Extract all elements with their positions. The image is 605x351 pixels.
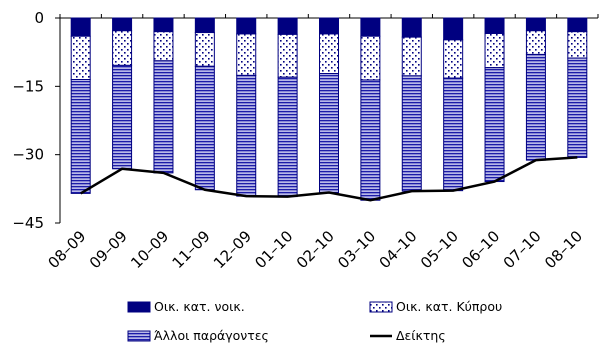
series-line-deiktis	[80, 156, 578, 202]
bar-alloi-paragontes	[319, 73, 339, 193]
bar-alloi-paragontes	[277, 76, 298, 198]
bar-oik-kat-kyprou	[525, 30, 546, 55]
legend-swatch	[127, 301, 151, 313]
x-tick-label: 05–10	[417, 227, 462, 272]
bar-alloi-paragontes	[443, 77, 464, 192]
bar-oik-kat-kyprou	[567, 31, 588, 59]
legend-label: Οικ. κατ. Κύπρου	[396, 299, 502, 314]
bar-oik-kat-noik	[153, 17, 174, 33]
bar-alloi-paragontes	[525, 53, 546, 161]
x-tick-label: 02–10	[293, 227, 338, 272]
bar-oik-kat-noik	[360, 17, 381, 37]
x-tick-label: 04–10	[376, 227, 421, 272]
legend-swatch	[127, 330, 151, 342]
x-tick-label: 09–09	[86, 227, 131, 272]
bar-alloi-paragontes	[360, 79, 381, 201]
legend-label: Άλλοι παράγοντες	[154, 328, 269, 343]
bar-oik-kat-noik	[319, 17, 339, 35]
bar-oik-kat-kyprou	[360, 35, 381, 81]
x-tick-label: 08–10	[541, 227, 586, 272]
bar-oik-kat-kyprou	[443, 39, 464, 79]
bar-oik-kat-kyprou	[153, 31, 174, 62]
legend-swatch	[369, 301, 393, 313]
bar-oik-kat-kyprou	[401, 36, 422, 77]
bar-oik-kat-kyprou	[194, 32, 215, 67]
bar-alloi-paragontes	[112, 64, 133, 170]
y-tick-label: −15	[12, 77, 44, 95]
bar-oik-kat-noik	[194, 17, 215, 34]
x-tick-label: 11–09	[169, 227, 214, 272]
bar-alloi-paragontes	[70, 79, 91, 194]
bar-oik-kat-kyprou	[277, 33, 298, 78]
bar-alloi-paragontes	[567, 57, 588, 158]
bar-alloi-paragontes	[236, 74, 257, 197]
bar-oik-kat-noik	[236, 17, 257, 35]
legend-label: Δείκτης	[396, 328, 446, 343]
bar-oik-kat-noik	[401, 17, 422, 38]
bar-oik-kat-noik	[277, 17, 298, 35]
x-tick-label: 01–10	[251, 227, 296, 272]
y-tick-label: 0	[34, 9, 44, 27]
bar-oik-kat-noik	[112, 17, 133, 32]
y-tick-label: −30	[12, 146, 44, 164]
x-tick-label: 06–10	[458, 227, 503, 272]
bar-oik-kat-kyprou	[236, 33, 257, 76]
x-tick-label: 08–09	[44, 227, 89, 272]
bar-oik-kat-noik	[443, 17, 464, 41]
bar-oik-kat-noik	[525, 17, 546, 32]
bar-oik-kat-noik	[567, 17, 588, 33]
bar-alloi-paragontes	[194, 65, 215, 191]
bar-alloi-paragontes	[484, 67, 505, 183]
legend-label: Οικ. κατ. νοικ.	[154, 299, 245, 314]
bar-oik-kat-noik	[70, 17, 91, 37]
bar-oik-kat-kyprou	[319, 33, 339, 75]
bar-oik-kat-noik	[484, 17, 505, 34]
bar-alloi-paragontes	[401, 75, 422, 192]
x-tick-label: 03–10	[334, 227, 379, 272]
bar-oik-kat-kyprou	[70, 35, 91, 80]
x-tick-label: 12–09	[210, 227, 255, 272]
bar-oik-kat-kyprou	[484, 32, 505, 69]
bar-alloi-paragontes	[153, 60, 174, 174]
x-tick-label: 10–09	[127, 227, 172, 272]
bar-oik-kat-kyprou	[112, 30, 133, 66]
y-tick-label: −45	[12, 214, 44, 232]
x-tick-label: 07–10	[500, 227, 545, 272]
